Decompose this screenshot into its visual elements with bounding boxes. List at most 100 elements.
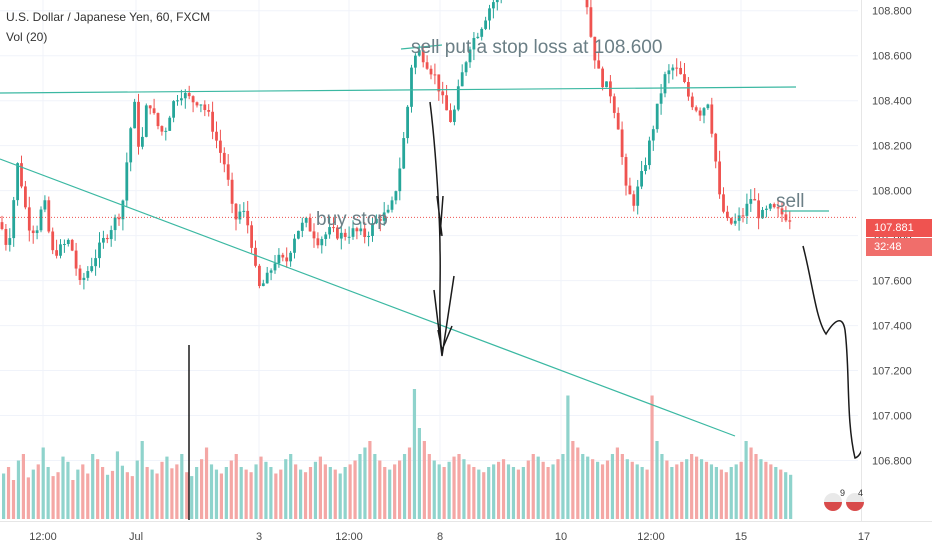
volume-bar xyxy=(51,476,55,519)
volume-bar xyxy=(190,476,194,519)
candle-body xyxy=(737,215,741,221)
candle-body xyxy=(230,179,234,204)
volume-bar xyxy=(318,456,322,519)
volume-bar xyxy=(690,454,694,519)
candle-body xyxy=(300,222,304,231)
volume-indicator-label[interactable]: Vol (20) xyxy=(6,30,48,44)
candle-body xyxy=(63,244,66,246)
candle-body xyxy=(51,231,55,251)
volume-bar xyxy=(511,467,516,519)
volume-bar xyxy=(467,464,471,519)
candle-body xyxy=(133,101,136,129)
volume-bar xyxy=(96,459,100,519)
volume-bar xyxy=(86,473,90,519)
volume-bar xyxy=(16,460,21,519)
time-scale[interactable] xyxy=(0,521,932,550)
volume-bar xyxy=(244,469,248,519)
candle-body xyxy=(776,207,780,209)
candle-body xyxy=(765,208,768,210)
volume-bar xyxy=(229,460,233,519)
volume-bar xyxy=(452,456,456,519)
volume-bar xyxy=(665,460,669,519)
candle-body xyxy=(456,86,460,110)
volume-bar xyxy=(36,464,40,519)
candle-body xyxy=(402,138,406,169)
candle-body xyxy=(472,37,476,50)
candle-body xyxy=(187,92,191,97)
candle-body xyxy=(406,106,409,139)
candle-body xyxy=(359,228,363,232)
volume-bar xyxy=(264,461,268,519)
buy-stop-note: buy stop xyxy=(316,209,388,230)
volume-bar xyxy=(303,472,308,519)
candle-body xyxy=(265,272,269,284)
volume-bar xyxy=(209,464,214,519)
candle-body xyxy=(753,199,757,201)
volume-bar xyxy=(224,467,228,519)
candle-body xyxy=(488,8,491,21)
candle-body xyxy=(238,211,242,220)
candle-body xyxy=(219,140,222,153)
candle-body xyxy=(476,36,480,38)
candle-body xyxy=(632,194,636,206)
bar-countdown-label: 32:48 xyxy=(866,238,932,256)
volume-bar xyxy=(546,467,550,519)
volume-bar xyxy=(749,447,753,519)
candle-body xyxy=(316,238,320,246)
candle-body xyxy=(180,98,183,101)
us-flag-event-icon[interactable] xyxy=(824,493,842,511)
volume-bar xyxy=(219,473,223,519)
candle-body xyxy=(324,234,328,240)
volume-bar xyxy=(600,464,605,519)
candle-body xyxy=(616,112,620,130)
candle-body xyxy=(141,136,144,147)
price-scale[interactable] xyxy=(861,0,932,550)
candle-body xyxy=(203,104,207,111)
candle-body xyxy=(414,55,417,68)
volume-bar xyxy=(551,464,555,519)
volume-bar xyxy=(680,461,684,519)
candle-body xyxy=(492,2,495,9)
candle-body xyxy=(718,161,721,195)
us-flag-event-icon[interactable] xyxy=(846,493,864,511)
volume-bar xyxy=(115,451,120,519)
annotation-layer: sell put a stop loss at 108.600 buy stop s… xyxy=(316,37,805,230)
volume-bar xyxy=(348,464,352,519)
candle-body xyxy=(788,220,792,222)
candle-body xyxy=(113,217,117,231)
volume-bar xyxy=(284,459,288,519)
horizontal-trendline xyxy=(0,86,797,94)
volume-bar xyxy=(388,469,392,519)
volume-bar xyxy=(516,469,520,519)
volume-bar xyxy=(492,464,496,519)
candle-body xyxy=(495,0,499,3)
volume-bar xyxy=(105,474,110,519)
volume-bar xyxy=(289,454,293,519)
candle-body xyxy=(12,200,16,239)
candle-body xyxy=(269,270,273,273)
volume-bar xyxy=(586,456,590,519)
volume-bar xyxy=(402,454,407,519)
candle-body xyxy=(585,0,589,8)
volume-bar xyxy=(699,459,704,519)
candle-body xyxy=(281,254,285,258)
volume-bar xyxy=(650,395,654,519)
candle-body xyxy=(460,72,464,87)
candle-body xyxy=(297,230,300,239)
volume-bar xyxy=(323,464,327,519)
candle-body xyxy=(445,95,448,111)
candle-body xyxy=(480,28,484,37)
candle-body xyxy=(332,227,335,229)
candle-body xyxy=(199,104,203,106)
candle-body xyxy=(651,129,655,141)
candle-body xyxy=(242,210,246,212)
volume-bar xyxy=(81,464,85,519)
candle-body xyxy=(164,130,168,132)
candle-body xyxy=(312,231,316,239)
volume-bar xyxy=(501,459,506,519)
candle-body xyxy=(733,220,737,224)
volume-bar xyxy=(31,469,35,519)
candle-body xyxy=(90,266,94,272)
